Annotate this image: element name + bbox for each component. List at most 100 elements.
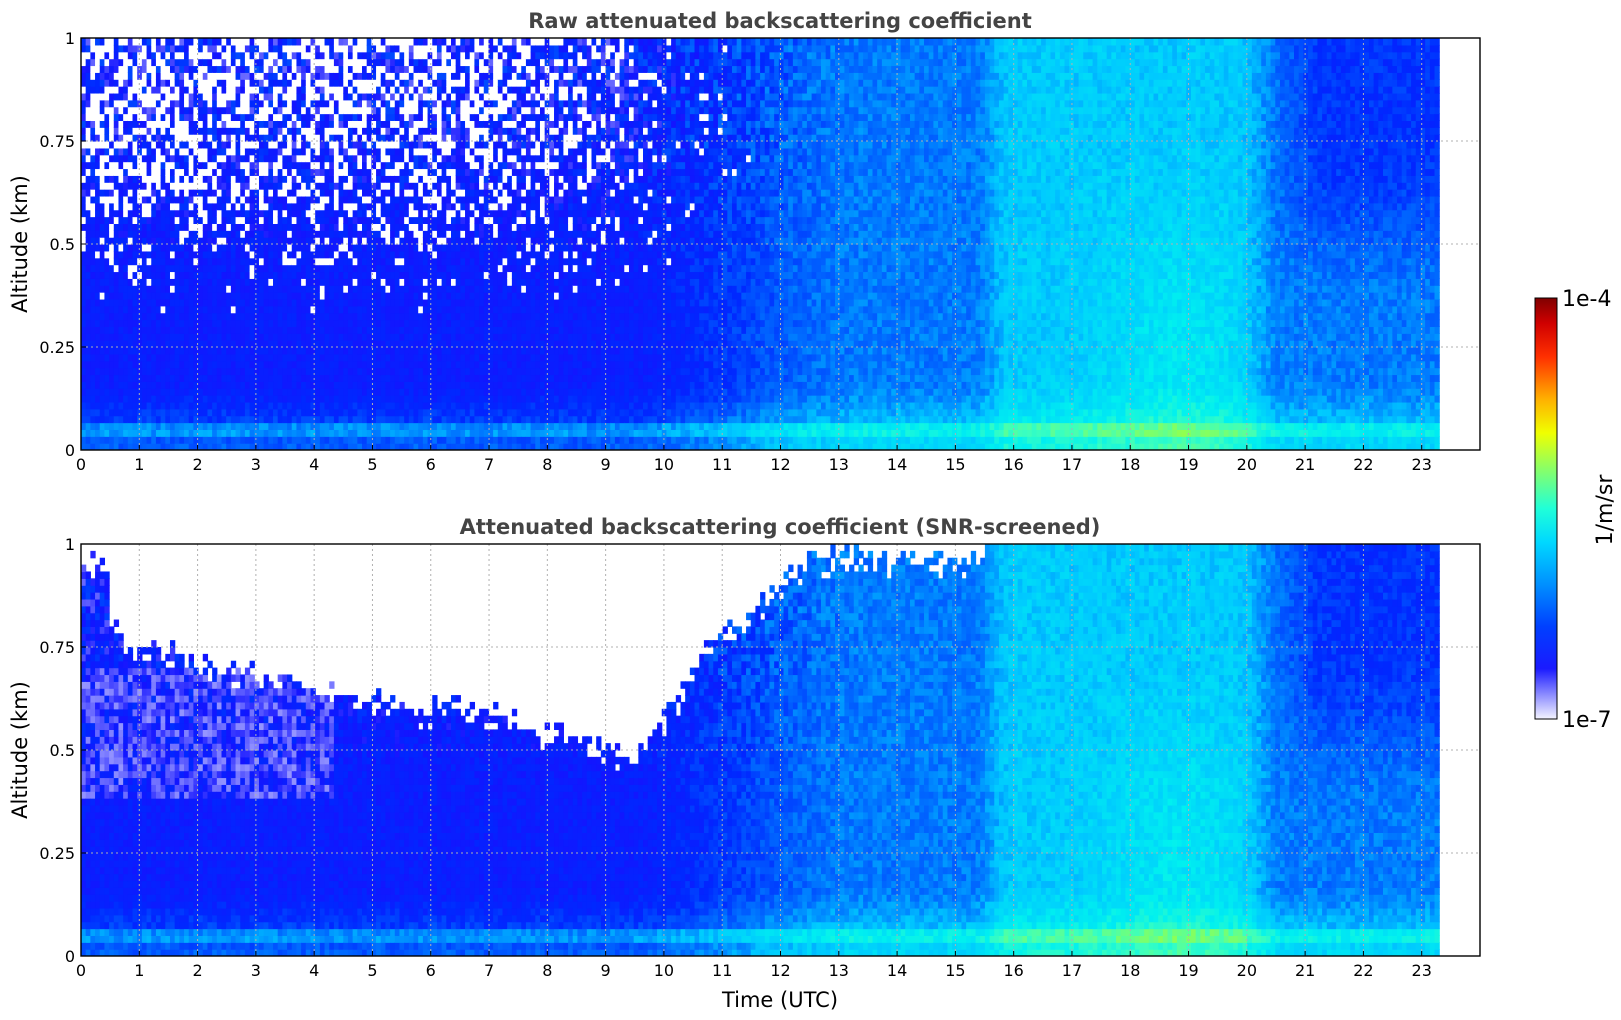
heatmap-cell <box>268 106 274 115</box>
heatmap-cell <box>113 429 120 437</box>
heatmap-cell <box>291 374 298 382</box>
heatmap-cell <box>432 141 438 149</box>
heatmap-cell <box>366 202 372 211</box>
heatmap-cell <box>347 141 354 149</box>
heatmap-cell <box>258 168 265 176</box>
heatmap-cell <box>450 195 457 204</box>
heatmap-cell <box>179 99 185 108</box>
heatmap-cell <box>371 319 377 327</box>
heatmap-cell <box>188 395 194 403</box>
heatmap-cell <box>273 175 279 183</box>
heatmap-cell <box>207 202 213 211</box>
heatmap-cell <box>287 99 293 108</box>
heatmap-cell <box>352 113 358 121</box>
heatmap-cell <box>296 175 302 183</box>
heatmap-cell <box>315 353 321 362</box>
heatmap-cell <box>357 51 363 60</box>
heatmap-cell <box>81 195 87 204</box>
heatmap-cell <box>310 244 316 252</box>
heatmap-cell <box>385 429 391 437</box>
heatmap-cell <box>249 395 255 403</box>
heatmap-cell <box>362 271 368 279</box>
heatmap-cell <box>460 305 466 314</box>
heatmap-cell <box>165 360 171 369</box>
heatmap-cell <box>394 443 401 450</box>
heatmap-cell <box>123 195 129 204</box>
heatmap-cell <box>193 230 199 238</box>
heatmap-cell <box>465 326 471 334</box>
heatmap-cell <box>427 237 433 245</box>
heatmap-cell <box>291 147 298 156</box>
heatmap-cell <box>305 264 312 273</box>
heatmap-cell <box>305 189 312 197</box>
heatmap-cell <box>169 381 176 389</box>
heatmap-cell <box>85 189 91 197</box>
heatmap-cell <box>282 360 288 369</box>
heatmap-cell <box>380 175 387 183</box>
heatmap-cell <box>380 113 387 121</box>
heatmap-cell <box>202 92 209 101</box>
heatmap-cell <box>212 326 218 334</box>
heatmap-cell <box>343 120 349 128</box>
heatmap-cell <box>169 189 176 197</box>
heatmap-cell <box>376 401 382 410</box>
heatmap-cell <box>347 106 354 115</box>
heatmap-cell <box>455 51 461 60</box>
heatmap-cell <box>432 106 438 115</box>
heatmap-cell <box>81 347 87 355</box>
heatmap-cell <box>394 92 401 101</box>
heatmap-cell <box>418 141 424 149</box>
heatmap-cell <box>221 305 227 314</box>
heatmap-cell <box>113 72 120 80</box>
heatmap-cell <box>385 120 391 128</box>
heatmap-cell <box>179 257 185 266</box>
heatmap-cell <box>221 92 227 101</box>
heatmap-cell <box>324 312 330 321</box>
heatmap-cell <box>184 319 190 327</box>
heatmap-cell <box>230 216 237 224</box>
heatmap-cell <box>273 360 279 369</box>
heatmap-cell <box>408 436 415 444</box>
heatmap-cell <box>380 353 387 362</box>
heatmap-cell <box>160 333 166 341</box>
heatmap-cell <box>441 360 447 369</box>
heatmap-cell <box>202 340 209 348</box>
heatmap-cell <box>432 134 438 142</box>
heatmap-cell <box>141 374 148 382</box>
heatmap-cell <box>432 161 438 170</box>
heatmap-cell <box>109 333 115 341</box>
heatmap-cell <box>249 443 255 450</box>
heatmap-cell <box>422 223 429 231</box>
heatmap-cell <box>146 237 152 245</box>
heatmap-cell <box>118 209 124 218</box>
heatmap-cell <box>174 367 180 376</box>
heatmap-cell <box>460 340 466 348</box>
heatmap-cell <box>123 298 129 307</box>
heatmap-cell <box>174 395 180 403</box>
heatmap-cell <box>390 223 396 231</box>
heatmap-cell <box>413 99 419 108</box>
heatmap-cell <box>324 415 330 424</box>
heatmap-cell <box>141 443 148 450</box>
heatmap-cell <box>151 395 157 403</box>
heatmap-cell <box>104 381 110 389</box>
heatmap-cell <box>81 353 87 362</box>
heatmap-cell <box>141 395 148 403</box>
heatmap-cell <box>141 141 148 149</box>
heatmap-cell <box>352 443 358 450</box>
heatmap-cell <box>99 38 106 46</box>
heatmap-cell <box>319 134 326 142</box>
heatmap-cell <box>343 422 349 430</box>
heatmap-cell <box>226 374 232 382</box>
heatmap-cell <box>315 120 321 128</box>
heatmap-cell <box>230 92 237 101</box>
heatmap-cell <box>394 106 401 115</box>
heatmap-cell <box>366 38 372 46</box>
heatmap-cell <box>465 44 471 53</box>
heatmap-cell <box>273 182 279 190</box>
heatmap-cell <box>99 202 106 211</box>
heatmap-cell <box>366 271 372 279</box>
heatmap-cell <box>113 436 120 444</box>
heatmap-cell <box>254 147 260 156</box>
heatmap-cell <box>99 340 106 348</box>
